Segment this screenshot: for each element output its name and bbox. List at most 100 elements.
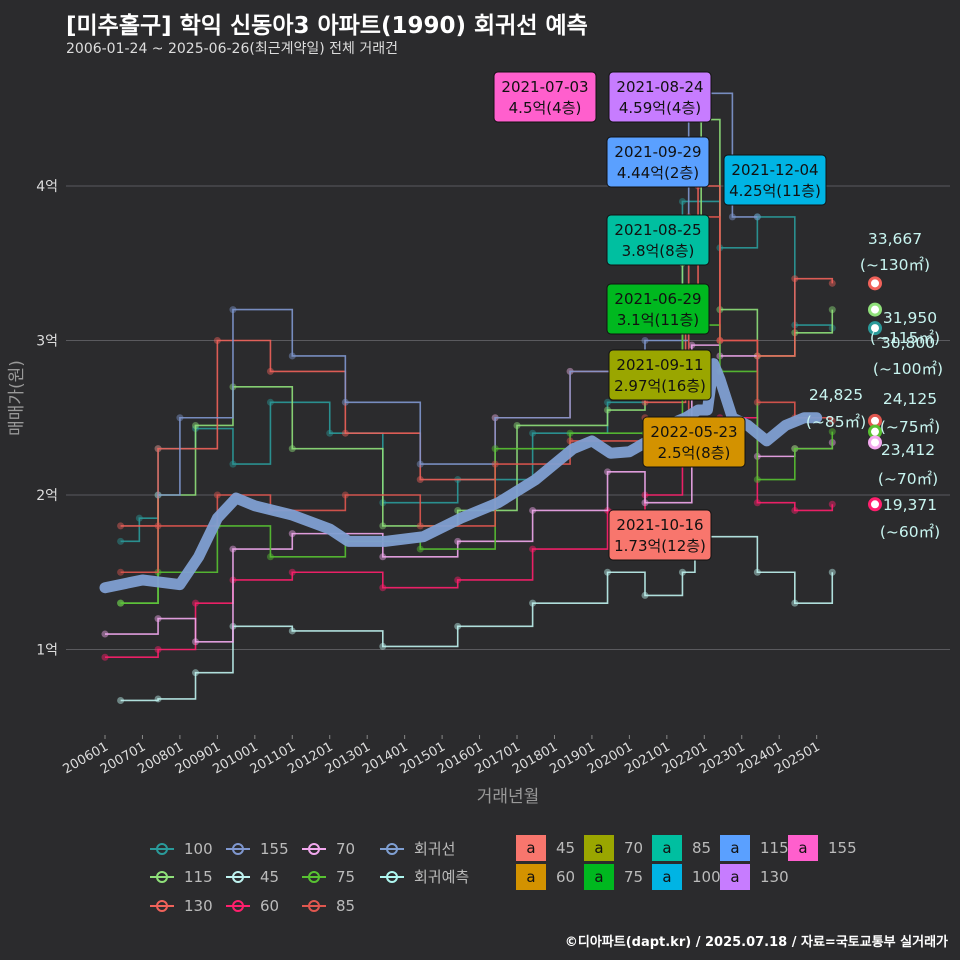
end-label-value: 23,412 — [881, 441, 935, 459]
series-point-70 — [529, 506, 537, 514]
series-line-75 — [120, 324, 834, 604]
annotation-100: 2021-12-04 4.25억(11층) — [723, 154, 827, 206]
series-point-155 — [416, 460, 424, 468]
legend-box-115: a 115 — [720, 835, 789, 861]
legend-box-swatch — [516, 835, 546, 861]
end-label-value: 31,950 — [883, 309, 937, 327]
series-point-155 — [566, 367, 574, 375]
end-label-area: (~75㎡) — [880, 418, 940, 436]
legend-item-115: 115 — [150, 868, 213, 886]
legend-item-85: 85 — [302, 897, 355, 915]
series-point-155 — [176, 414, 184, 422]
legend-box-100: a 100 — [652, 864, 721, 890]
legend-box-label: 100 — [692, 868, 721, 886]
series-point-60 — [288, 568, 296, 576]
series-point-100 — [117, 537, 125, 545]
legend-box-label: 130 — [760, 868, 789, 886]
legend-box-155: a 155 — [788, 835, 857, 861]
series-point-60 — [529, 545, 537, 553]
series-point-85 — [341, 491, 349, 499]
series-point-60 — [101, 653, 109, 661]
annotation-130: 2021-08-24 4.59억(4층) — [608, 71, 712, 123]
legend-box-glyph: a — [662, 839, 671, 857]
annotation-price: 2.97억(16층) — [614, 377, 706, 395]
annotation-price: 4.44억(2층) — [617, 164, 699, 182]
legend-box-glyph: a — [662, 868, 671, 886]
series-point-45 — [753, 568, 761, 576]
series-point-155 — [341, 398, 349, 406]
legend-swatch-marker — [232, 900, 244, 912]
series-point-130 — [213, 337, 221, 344]
series-point-45 — [154, 695, 162, 703]
annotation-date: 2021-08-24 — [616, 78, 703, 96]
series-point-60 — [379, 584, 387, 592]
end-label-area: (~115㎡) — [870, 329, 940, 347]
series-point-155 — [288, 352, 296, 360]
legend-label: 115 — [184, 868, 213, 886]
legend-label: 100 — [184, 840, 213, 858]
end-label-area: (~85㎡) — [806, 413, 866, 431]
series-point-155 — [641, 337, 649, 344]
series-point-45 — [604, 568, 612, 576]
end-marker-115 — [868, 302, 882, 317]
series-point-115 — [828, 306, 836, 314]
regression-line — [99, 358, 823, 594]
series-point-45 — [828, 568, 836, 576]
series-point-85 — [753, 398, 761, 406]
annotation-115: 2021-09-29 4.44억(2층) — [606, 136, 710, 188]
series-point-70 — [101, 630, 109, 638]
annotation-box — [642, 416, 746, 468]
series-point-100 — [326, 429, 334, 437]
legend-box-glyph: a — [594, 839, 603, 857]
chart-footer: ©디아파트(dapt.kr) / 2025.07.18 / 자료=국토교통부 실… — [564, 935, 948, 950]
annotation-price: 2.5억(8층) — [658, 444, 731, 462]
annotation-price: 3.8억(8층) — [622, 242, 695, 260]
series-point-70 — [288, 530, 296, 538]
legend-box-swatch — [652, 864, 682, 890]
series-point-85 — [213, 491, 221, 499]
series-point-155 — [753, 213, 761, 221]
annotation-85: 2021-08-25 3.8억(8층) — [606, 214, 710, 266]
series-line-45 — [120, 535, 834, 702]
series-point-130 — [154, 445, 162, 453]
series-point-100 — [529, 429, 537, 437]
legend-swatch-marker — [308, 843, 320, 855]
annotation-price: 4.25억(11층) — [729, 182, 821, 200]
legend-item-회귀예측: 회귀예측 — [380, 868, 469, 886]
legend-box-swatch — [720, 835, 750, 861]
legend-box-60: a 60 — [516, 864, 575, 890]
series-point-70 — [192, 638, 200, 646]
legend-swatch-marker — [156, 843, 168, 855]
annotation-box — [606, 283, 710, 335]
legend-box-label: 115 — [760, 839, 789, 857]
series-point-70 — [379, 553, 387, 561]
chart-title: [미추홀구] 학익 신동아3 아파트(1990) 회귀선 예측 — [66, 13, 588, 39]
series-point-45 — [678, 568, 686, 576]
series-point-85 — [117, 568, 125, 576]
series-point-155 — [229, 306, 237, 314]
legend-item-회귀선: 회귀선 — [380, 840, 455, 858]
series-point-45 — [641, 591, 649, 599]
annotation-box — [606, 214, 710, 266]
series-point-85 — [416, 522, 424, 530]
series-point-115 — [454, 506, 462, 514]
series-point-130 — [266, 367, 274, 375]
series-point-60 — [753, 499, 761, 507]
series-point-45 — [288, 627, 296, 635]
legend-swatch-marker — [232, 843, 244, 855]
series-point-100 — [135, 514, 143, 522]
annotation-date: 2021-10-16 — [616, 516, 703, 534]
legend-label: 75 — [336, 868, 355, 886]
annotation-price: 4.59억(4층) — [619, 99, 701, 117]
series-point-100 — [678, 197, 686, 205]
series-point-45 — [791, 599, 799, 607]
legend-item-75: 75 — [302, 868, 355, 886]
legend-label: 60 — [260, 897, 279, 915]
series-point-45 — [379, 642, 387, 650]
series-line-115 — [120, 118, 834, 604]
series-point-85 — [154, 522, 162, 530]
series-point-130 — [117, 522, 125, 530]
legend-item-45: 45 — [226, 868, 279, 886]
series-point-85 — [566, 437, 574, 445]
